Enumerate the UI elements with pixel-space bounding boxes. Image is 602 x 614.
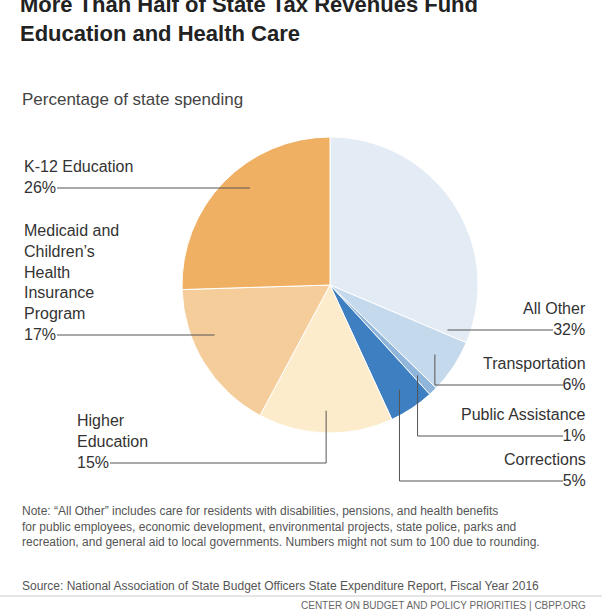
svg-text:Percentage of state spending: Percentage of state spending: [22, 90, 243, 109]
svg-text:Medicaid andChildren’sHealthIn: Medicaid andChildren’sHealthInsurancePro…: [24, 222, 119, 343]
svg-text:Corrections5%: Corrections5%: [504, 451, 586, 489]
svg-text:Public Assistance1%: Public Assistance1%: [461, 406, 586, 444]
svg-text:More Than Half of State Tax Re: More Than Half of State Tax Revenues Fun…: [20, 0, 478, 46]
svg-text:All Other32%: All Other32%: [523, 300, 586, 338]
svg-text:Note: “All Other” includes car: Note: “All Other” includes care for resi…: [22, 504, 540, 549]
svg-text:HigherEducation15%: HigherEducation15%: [77, 412, 148, 471]
svg-text:Source: National Association o: Source: National Association of State Bu…: [22, 579, 539, 593]
svg-text:K-12 Education26%: K-12 Education26%: [24, 158, 133, 196]
svg-text:Transportation6%: Transportation6%: [483, 355, 586, 393]
svg-text:CENTER ON BUDGET AND POLICY PR: CENTER ON BUDGET AND POLICY PRIORITIES |…: [301, 600, 586, 611]
